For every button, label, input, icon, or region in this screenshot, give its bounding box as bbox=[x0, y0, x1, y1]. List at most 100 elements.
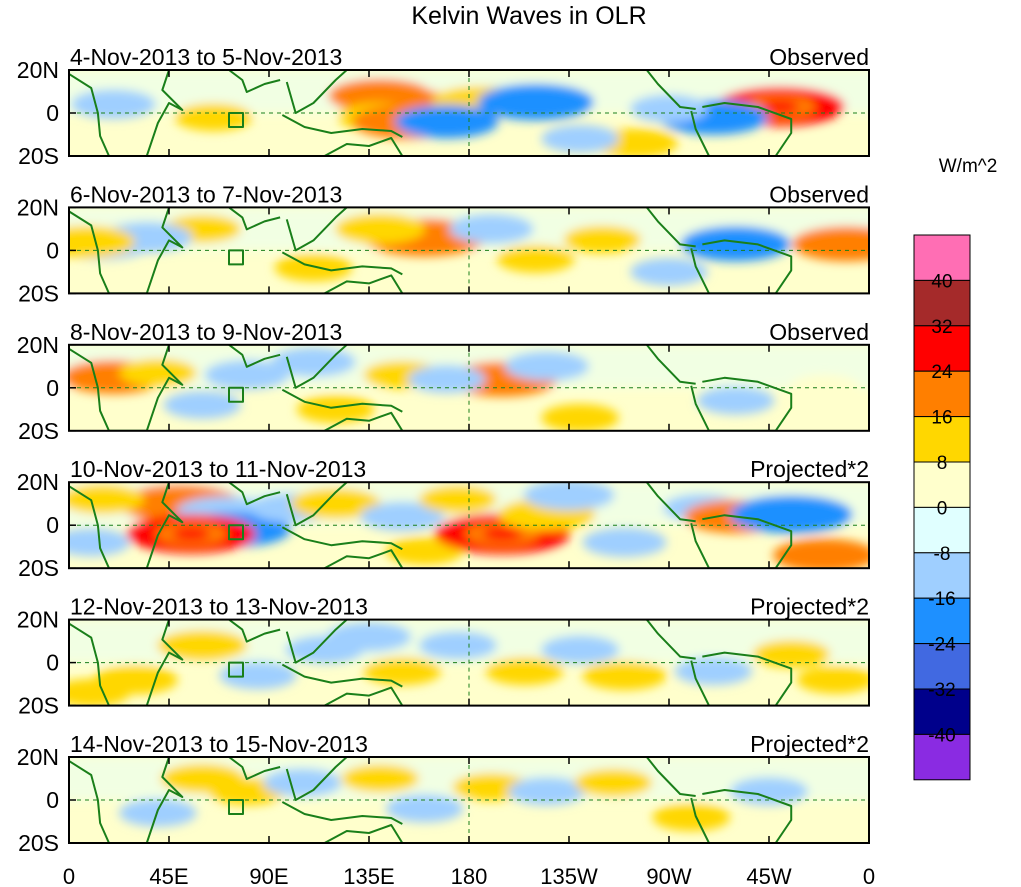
anomaly-mark bbox=[290, 488, 381, 519]
y-tick-label: 0 bbox=[46, 237, 59, 263]
x-tick-label: 45E bbox=[149, 864, 188, 887]
anomaly-mark bbox=[204, 360, 289, 390]
australia-coast bbox=[324, 411, 404, 431]
central-america-coast bbox=[645, 757, 696, 797]
anomaly-mark bbox=[730, 777, 808, 806]
africa-coast bbox=[69, 207, 184, 294]
anomaly-mark bbox=[496, 245, 575, 273]
indonesia-coast bbox=[281, 388, 403, 413]
indonesia-coast bbox=[281, 526, 403, 551]
anomaly-mark-inner bbox=[757, 503, 825, 526]
colorbar-swatch bbox=[913, 279, 971, 327]
australia-coast bbox=[324, 686, 404, 706]
colorbar-label: 24 bbox=[931, 362, 953, 383]
anomaly-mark bbox=[563, 225, 642, 254]
anomaly-mark-inner bbox=[705, 233, 766, 255]
map-panel-2: 20N 0 20S 6-Nov-2013 to 7-Nov-2013 Observed bbox=[17, 181, 870, 306]
y-tick-label: 20N bbox=[17, 607, 59, 633]
se-asia-coast bbox=[285, 757, 348, 801]
anomaly-mark bbox=[263, 769, 342, 797]
anomaly-mark-core bbox=[760, 99, 800, 114]
anomaly-mark bbox=[363, 657, 442, 685]
region-box bbox=[228, 661, 244, 678]
panel-period-label: 14-Nov-2013 to 15-Nov-2013 bbox=[70, 731, 368, 757]
panel-period-label: 12-Nov-2013 to 13-Nov-2013 bbox=[70, 594, 368, 620]
colorbar-label: -32 bbox=[928, 680, 955, 701]
india-coast bbox=[228, 70, 281, 93]
anomaly-mark bbox=[419, 485, 497, 514]
anomaly-mark bbox=[523, 482, 615, 511]
anomaly-mark-inner bbox=[503, 91, 568, 114]
colorbar: 40 32 24 16 8 0 -8 -16 -24 -32 -40 bbox=[913, 234, 971, 781]
panel-kind-label: Observed bbox=[769, 44, 869, 70]
colorbar-swatch bbox=[913, 597, 971, 645]
anomaly-mark bbox=[163, 391, 242, 419]
australia-coast bbox=[324, 824, 404, 843]
anomaly-mark bbox=[69, 225, 136, 258]
anomaly-mark bbox=[630, 258, 708, 286]
anomaly-mark bbox=[541, 404, 619, 431]
anomaly-mark bbox=[385, 537, 464, 565]
y-tick-label: 20S bbox=[18, 143, 59, 169]
x-axis: 0 45E 90E 135E 180 135W 90W 45W 0 bbox=[63, 864, 875, 887]
anomaly-field bbox=[69, 344, 869, 431]
anomaly-mark bbox=[541, 635, 619, 664]
region-box bbox=[228, 386, 244, 403]
anomaly-mark bbox=[71, 89, 156, 119]
colorbar-label: -16 bbox=[928, 589, 955, 610]
map-panel-4: 20N 0 20S 10-Nov-2013 to 11-Nov-2013 Project… bbox=[17, 456, 870, 581]
y-tick-label: 0 bbox=[46, 650, 59, 676]
indonesia-coast bbox=[281, 251, 403, 276]
anomaly-mark-inner bbox=[796, 545, 853, 566]
anomaly-mark bbox=[582, 527, 667, 557]
panel-kind-label: Projected*2 bbox=[750, 594, 869, 620]
anomaly-blobs bbox=[69, 207, 869, 286]
map-panel-6: 20N 0 20S 14-Nov-2013 to 15-Nov-2013 Project… bbox=[17, 731, 870, 856]
anomaly-mark bbox=[485, 657, 564, 685]
central-america-coast bbox=[645, 344, 696, 385]
colorbar-swatch bbox=[913, 506, 971, 554]
y-tick-label: 20S bbox=[18, 830, 59, 856]
anomaly-mark bbox=[652, 803, 731, 831]
region-box bbox=[228, 112, 244, 128]
anomaly-mark bbox=[674, 657, 753, 685]
colorbar-swatch bbox=[913, 234, 971, 281]
anomaly-mark bbox=[507, 777, 586, 806]
x-tick-label: 180 bbox=[451, 864, 488, 887]
colorbar-label: 16 bbox=[931, 408, 952, 429]
colorbar-swatch bbox=[913, 643, 971, 690]
anomaly-mark bbox=[385, 794, 464, 823]
indonesia-coast bbox=[281, 801, 403, 825]
map-panel-1: 20N 0 20S 4-Nov-2013 to 5-Nov-2013 Observed bbox=[17, 44, 870, 169]
anomaly-mark-core bbox=[171, 527, 211, 541]
region-box bbox=[228, 799, 244, 815]
anomaly-mark bbox=[274, 253, 353, 282]
panel-kind-label: Observed bbox=[769, 181, 869, 207]
y-tick-label: 20N bbox=[17, 744, 59, 770]
india-coast bbox=[228, 619, 281, 643]
anomaly-field bbox=[69, 207, 869, 294]
indonesia-coast bbox=[281, 663, 403, 688]
anomaly-mark bbox=[796, 666, 869, 694]
central-america-coast bbox=[645, 482, 696, 523]
india-coast bbox=[228, 344, 281, 368]
se-asia-coast bbox=[285, 482, 348, 527]
panel-period-label: 6-Nov-2013 to 7-Nov-2013 bbox=[70, 181, 342, 207]
coastlines bbox=[69, 344, 793, 431]
region-box bbox=[228, 524, 244, 541]
anomaly-field bbox=[69, 619, 869, 706]
coastlines bbox=[69, 482, 793, 569]
australia-coast bbox=[324, 274, 404, 294]
map-panel-3: 20N 0 20S 8-Nov-2013 to 9-Nov-2013 Observed bbox=[17, 319, 870, 444]
anomaly-mark bbox=[788, 808, 861, 835]
x-tick-label: 0 bbox=[63, 864, 75, 887]
anomaly-mark bbox=[360, 502, 445, 532]
se-asia-coast bbox=[285, 619, 348, 664]
x-tick-label: 135E bbox=[343, 864, 394, 887]
anomaly-blobs bbox=[69, 619, 869, 706]
x-tick-label: 90E bbox=[249, 864, 288, 887]
india-coast bbox=[228, 757, 281, 780]
anomaly-mark bbox=[327, 622, 411, 652]
panel-period-label: 10-Nov-2013 to 11-Nov-2013 bbox=[70, 456, 366, 482]
y-tick-label: 20S bbox=[18, 418, 59, 444]
